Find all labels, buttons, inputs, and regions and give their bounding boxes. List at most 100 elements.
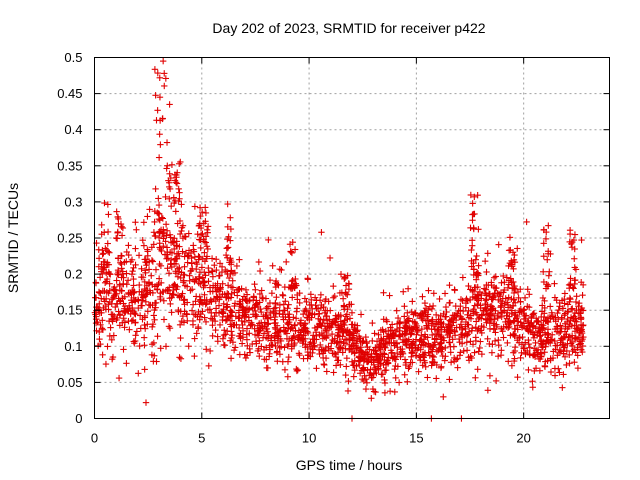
data-point-marker xyxy=(157,141,164,148)
data-point-marker xyxy=(195,273,203,281)
data-point-marker xyxy=(554,309,561,317)
data-point-marker xyxy=(349,321,356,328)
data-point-marker xyxy=(223,268,231,275)
data-point-marker xyxy=(463,339,470,346)
data-point-marker xyxy=(375,357,383,365)
data-point-marker xyxy=(417,311,425,318)
data-point-marker xyxy=(508,295,515,303)
data-point-marker xyxy=(234,292,241,299)
data-point-marker xyxy=(241,318,248,326)
data-point-marker xyxy=(449,312,457,319)
data-point-marker xyxy=(169,291,176,298)
data-point-marker xyxy=(384,359,392,366)
x-tick-label: 5 xyxy=(198,431,205,446)
data-point-marker xyxy=(204,245,211,253)
data-point-marker xyxy=(269,341,276,349)
data-point-marker xyxy=(510,349,517,356)
data-point-marker xyxy=(380,289,387,296)
data-point-marker xyxy=(301,324,308,331)
data-point-marker xyxy=(162,75,170,82)
data-point-marker xyxy=(474,366,481,373)
data-point-marker xyxy=(539,294,547,302)
data-point-marker xyxy=(103,275,111,283)
data-point-marker xyxy=(573,318,580,325)
data-point-marker xyxy=(258,294,266,302)
data-point-marker xyxy=(235,309,243,316)
data-point-marker xyxy=(102,360,110,368)
data-point-marker xyxy=(571,358,578,366)
data-point-marker xyxy=(265,332,272,339)
data-point-marker xyxy=(388,349,395,357)
data-point-marker xyxy=(130,282,137,289)
data-point-marker xyxy=(212,305,220,312)
data-point-marker xyxy=(381,351,388,358)
data-point-marker xyxy=(196,253,203,261)
data-point-marker xyxy=(437,364,445,372)
data-point-marker xyxy=(332,362,340,369)
data-point-marker xyxy=(408,353,415,360)
data-point-marker xyxy=(539,338,547,345)
data-point-marker xyxy=(99,326,107,333)
data-point-marker xyxy=(311,343,318,351)
data-point-marker xyxy=(543,317,550,325)
data-point-marker xyxy=(242,296,249,304)
data-point-marker xyxy=(423,323,430,331)
data-point-marker xyxy=(170,260,178,267)
data-point-marker xyxy=(177,334,184,342)
data-point-marker xyxy=(202,204,209,211)
data-point-marker xyxy=(540,324,548,332)
data-point-marker xyxy=(489,305,496,312)
data-point-marker xyxy=(574,352,581,359)
data-point-marker xyxy=(419,316,426,324)
data-point-marker xyxy=(227,355,235,362)
data-point-marker xyxy=(162,193,169,201)
data-point-marker xyxy=(498,279,505,286)
data-point-marker xyxy=(401,331,409,339)
data-point-marker xyxy=(208,309,215,317)
data-point-marker xyxy=(401,371,408,378)
data-point-marker xyxy=(395,379,403,386)
data-point-marker xyxy=(301,307,308,315)
data-point-marker xyxy=(540,240,547,247)
data-point-marker xyxy=(387,324,394,331)
data-point-marker xyxy=(542,343,549,350)
data-point-marker xyxy=(472,309,480,316)
data-point-marker xyxy=(363,379,371,387)
data-point-marker xyxy=(281,366,289,374)
data-point-marker xyxy=(565,323,572,331)
data-point-marker xyxy=(116,322,124,329)
data-point-marker xyxy=(335,326,342,334)
data-point-marker xyxy=(547,368,555,376)
data-point-marker xyxy=(156,117,164,124)
data-point-marker xyxy=(577,316,585,323)
data-point-marker xyxy=(96,335,103,343)
data-point-marker xyxy=(262,311,269,319)
data-point-marker xyxy=(345,377,352,385)
data-point-marker xyxy=(511,343,519,351)
data-point-marker xyxy=(566,284,573,292)
data-point-marker xyxy=(511,325,518,333)
data-point-marker xyxy=(100,295,108,303)
data-point-marker xyxy=(205,362,212,370)
data-point-marker xyxy=(227,321,234,328)
data-point-marker xyxy=(160,226,167,233)
data-point-marker xyxy=(171,199,178,207)
data-point-marker xyxy=(436,295,443,303)
data-point-marker xyxy=(525,366,532,374)
data-point-marker xyxy=(105,317,113,325)
data-point-marker xyxy=(227,313,234,320)
data-point-marker xyxy=(151,316,158,324)
data-point-marker xyxy=(554,325,561,332)
data-point-marker xyxy=(249,340,256,348)
data-point-marker xyxy=(115,308,122,315)
data-point-marker xyxy=(164,265,171,272)
data-point-marker xyxy=(144,308,152,315)
data-point-marker xyxy=(447,330,454,337)
data-point-marker xyxy=(229,277,236,284)
data-point-marker xyxy=(382,366,390,374)
data-point-marker xyxy=(130,275,137,283)
data-point-marker xyxy=(290,332,297,340)
data-point-marker xyxy=(465,282,472,290)
data-point-marker xyxy=(541,310,548,317)
data-point-marker xyxy=(381,343,388,351)
